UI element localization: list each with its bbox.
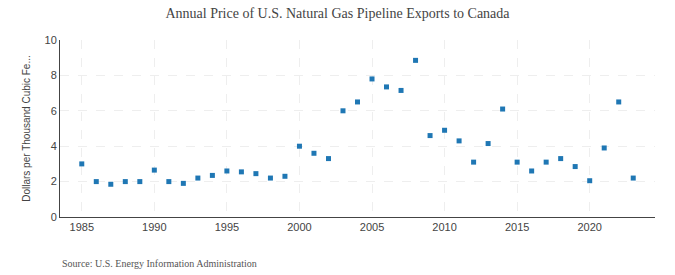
svg-text:10: 10 (45, 34, 57, 46)
svg-text:2: 2 (51, 175, 57, 187)
svg-text:8: 8 (51, 69, 57, 81)
svg-text:Dollars per Thousand Cubic Fe.: Dollars per Thousand Cubic Fe... (21, 55, 32, 202)
svg-text:1990: 1990 (142, 221, 166, 233)
svg-text:4: 4 (51, 140, 57, 152)
svg-text:2000: 2000 (287, 221, 311, 233)
svg-text:2015: 2015 (505, 221, 529, 233)
svg-text:2010: 2010 (432, 221, 456, 233)
svg-text:Annual Price of U.S. Natural G: Annual Price of U.S. Natural Gas Pipelin… (165, 6, 510, 21)
svg-text:1985: 1985 (70, 221, 94, 233)
svg-text:Source: U.S. Energy Informatio: Source: U.S. Energy Information Administ… (62, 258, 257, 269)
svg-text:0: 0 (51, 211, 57, 223)
svg-text:2020: 2020 (577, 221, 601, 233)
svg-text:2005: 2005 (360, 221, 384, 233)
svg-text:1995: 1995 (215, 221, 239, 233)
svg-text:6: 6 (51, 105, 57, 117)
